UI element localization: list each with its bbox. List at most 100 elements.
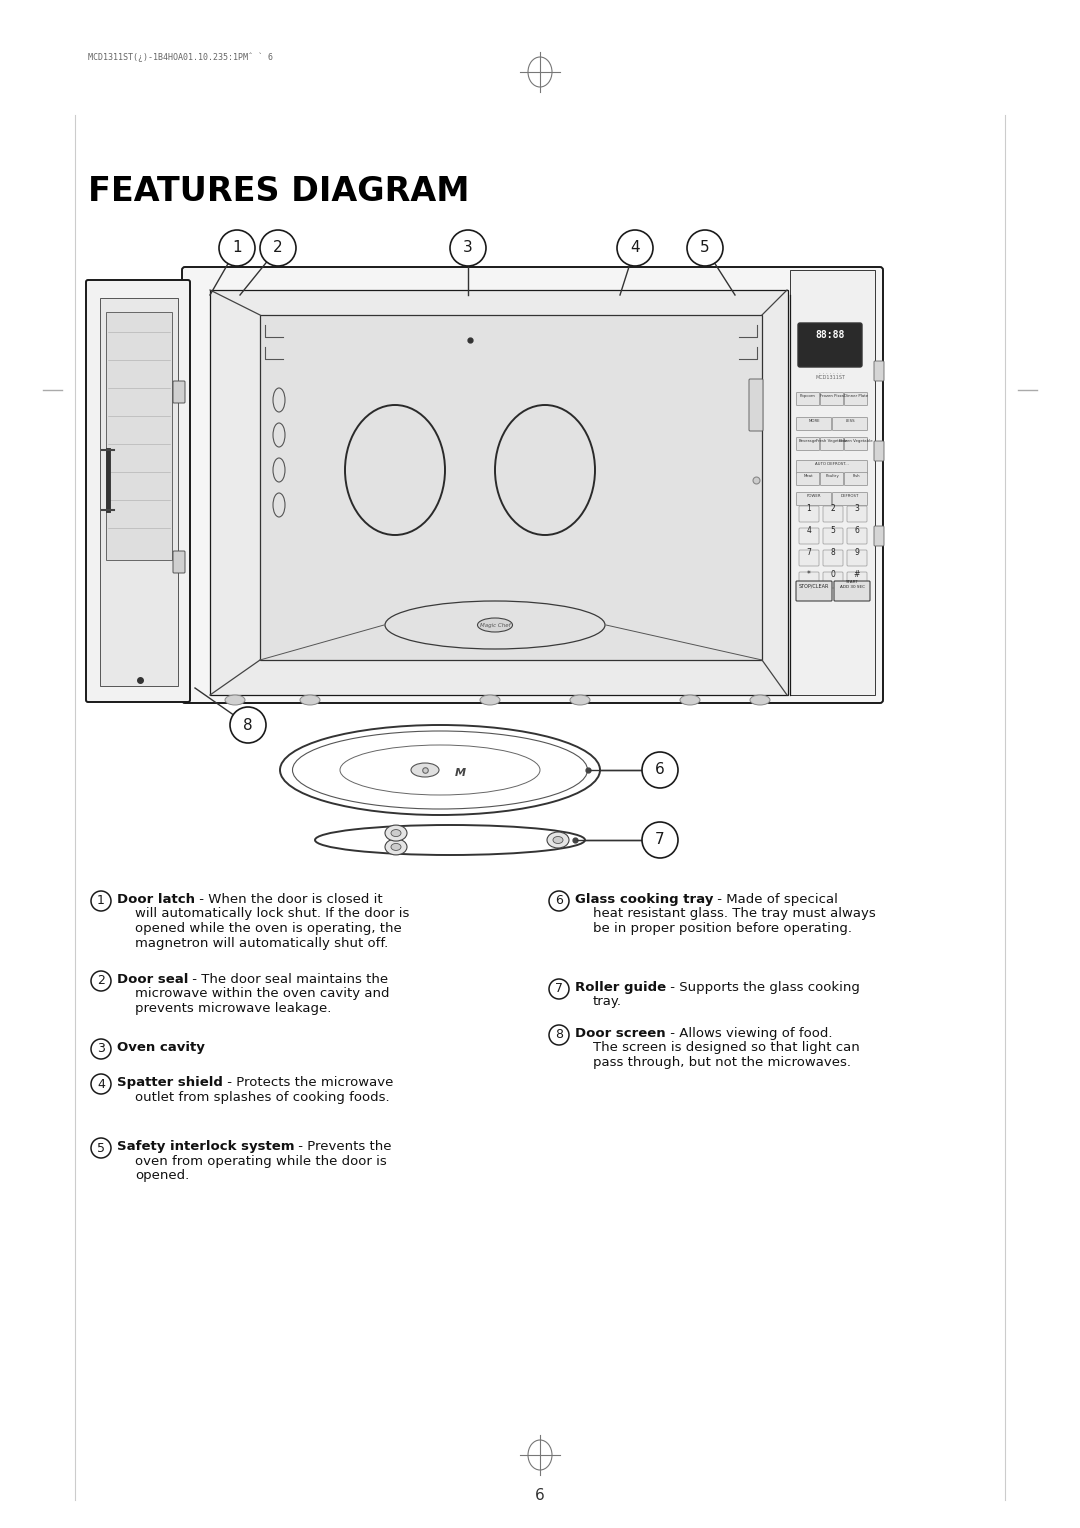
Text: M: M [455, 769, 465, 778]
Text: 1: 1 [232, 240, 242, 255]
Ellipse shape [411, 762, 438, 778]
Bar [100, 298, 178, 686]
FancyBboxPatch shape [823, 529, 843, 544]
FancyBboxPatch shape [797, 492, 832, 506]
Text: 5: 5 [831, 526, 836, 535]
Text: oven from operating while the door is: oven from operating while the door is [135, 1155, 387, 1167]
Text: 2: 2 [97, 975, 105, 987]
Text: Frozen Vegetable: Frozen Vegetable [839, 439, 873, 443]
Text: tray.: tray. [593, 996, 622, 1008]
Text: - Allows viewing of food.: - Allows viewing of food. [665, 1027, 832, 1041]
Bar [210, 290, 788, 695]
Text: 0: 0 [831, 570, 836, 579]
Text: opened while the oven is operating, the: opened while the oven is operating, the [135, 921, 402, 935]
FancyBboxPatch shape [845, 437, 867, 451]
Text: 9: 9 [854, 549, 860, 558]
Ellipse shape [384, 825, 407, 840]
Text: 5: 5 [97, 1141, 105, 1155]
Text: 4: 4 [97, 1077, 105, 1091]
Text: STOP/CLEAR: STOP/CLEAR [799, 584, 829, 588]
FancyBboxPatch shape [821, 472, 843, 486]
FancyBboxPatch shape [823, 571, 843, 588]
Text: . . . . . . .: . . . . . . . [819, 370, 841, 374]
FancyBboxPatch shape [821, 393, 843, 405]
Bar [106, 312, 172, 559]
Text: 6: 6 [555, 894, 563, 908]
FancyBboxPatch shape [874, 442, 885, 461]
Bar [260, 315, 762, 660]
FancyBboxPatch shape [845, 472, 867, 486]
FancyBboxPatch shape [797, 417, 832, 431]
Text: 8: 8 [831, 549, 835, 558]
Circle shape [642, 752, 678, 788]
FancyBboxPatch shape [847, 571, 867, 588]
FancyBboxPatch shape [847, 529, 867, 544]
Ellipse shape [391, 830, 401, 836]
Circle shape [260, 231, 296, 266]
Ellipse shape [546, 833, 569, 848]
FancyBboxPatch shape [833, 492, 867, 506]
Text: 3: 3 [463, 240, 473, 255]
Text: Frozen Pizza: Frozen Pizza [820, 394, 843, 397]
Text: Door latch: Door latch [117, 892, 195, 906]
FancyBboxPatch shape [796, 581, 832, 601]
FancyBboxPatch shape [183, 267, 883, 703]
Text: Magic Chef: Magic Chef [480, 622, 510, 628]
Text: 6: 6 [854, 526, 860, 535]
Text: FEATURES DIAGRAM: FEATURES DIAGRAM [87, 176, 470, 208]
Text: Safety interlock system: Safety interlock system [117, 1140, 295, 1154]
Text: opened.: opened. [135, 1169, 189, 1183]
Text: START
ADD 30 SEC: START ADD 30 SEC [839, 581, 864, 588]
Text: - Protects the microwave: - Protects the microwave [222, 1076, 393, 1089]
FancyBboxPatch shape [799, 529, 819, 544]
FancyBboxPatch shape [823, 550, 843, 565]
Text: Poultry: Poultry [825, 474, 839, 478]
FancyBboxPatch shape [874, 361, 885, 380]
Ellipse shape [553, 836, 563, 843]
FancyBboxPatch shape [833, 417, 867, 431]
Text: magnetron will automatically shut off.: magnetron will automatically shut off. [135, 937, 388, 949]
Text: 4: 4 [631, 240, 639, 255]
FancyBboxPatch shape [797, 393, 820, 405]
Text: Popcorn: Popcorn [800, 394, 815, 397]
FancyBboxPatch shape [823, 506, 843, 523]
Text: Dinner Plate: Dinner Plate [843, 394, 868, 397]
FancyBboxPatch shape [797, 460, 867, 474]
FancyBboxPatch shape [847, 550, 867, 565]
FancyBboxPatch shape [799, 550, 819, 565]
Text: Fish: Fish [852, 474, 860, 478]
Ellipse shape [225, 695, 245, 704]
Circle shape [687, 231, 723, 266]
Text: 2: 2 [831, 504, 835, 513]
Text: The screen is designed so that light can: The screen is designed so that light can [593, 1042, 860, 1054]
Text: 1: 1 [807, 504, 811, 513]
FancyBboxPatch shape [86, 280, 190, 701]
Circle shape [450, 231, 486, 266]
FancyBboxPatch shape [750, 379, 762, 431]
Text: prevents microwave leakage.: prevents microwave leakage. [135, 1002, 332, 1015]
Text: #: # [854, 570, 860, 579]
FancyBboxPatch shape [874, 526, 885, 545]
Text: MORE: MORE [808, 419, 820, 423]
Text: Meat: Meat [804, 474, 813, 478]
FancyBboxPatch shape [797, 437, 820, 451]
Text: Fresh Vegetable: Fresh Vegetable [816, 439, 848, 443]
Text: 1: 1 [97, 894, 105, 908]
Text: Oven cavity: Oven cavity [117, 1041, 205, 1054]
Bar [789, 270, 875, 695]
Text: 4: 4 [807, 526, 811, 535]
FancyBboxPatch shape [821, 437, 843, 451]
Text: will automatically lock shut. If the door is: will automatically lock shut. If the doo… [135, 908, 409, 920]
Text: outlet from splashes of cooking foods.: outlet from splashes of cooking foods. [135, 1091, 390, 1103]
Text: 8: 8 [555, 1028, 563, 1042]
FancyBboxPatch shape [834, 581, 870, 601]
Text: 3: 3 [854, 504, 860, 513]
Text: heat resistant glass. The tray must always: heat resistant glass. The tray must alwa… [593, 908, 876, 920]
Text: - The door seal maintains the: - The door seal maintains the [188, 973, 389, 986]
Text: microwave within the oven cavity and: microwave within the oven cavity and [135, 987, 390, 1001]
FancyBboxPatch shape [173, 380, 185, 403]
Text: be in proper position before operating.: be in proper position before operating. [593, 921, 852, 935]
Text: - When the door is closed it: - When the door is closed it [195, 892, 382, 906]
Text: 6: 6 [535, 1488, 545, 1504]
FancyBboxPatch shape [847, 506, 867, 523]
